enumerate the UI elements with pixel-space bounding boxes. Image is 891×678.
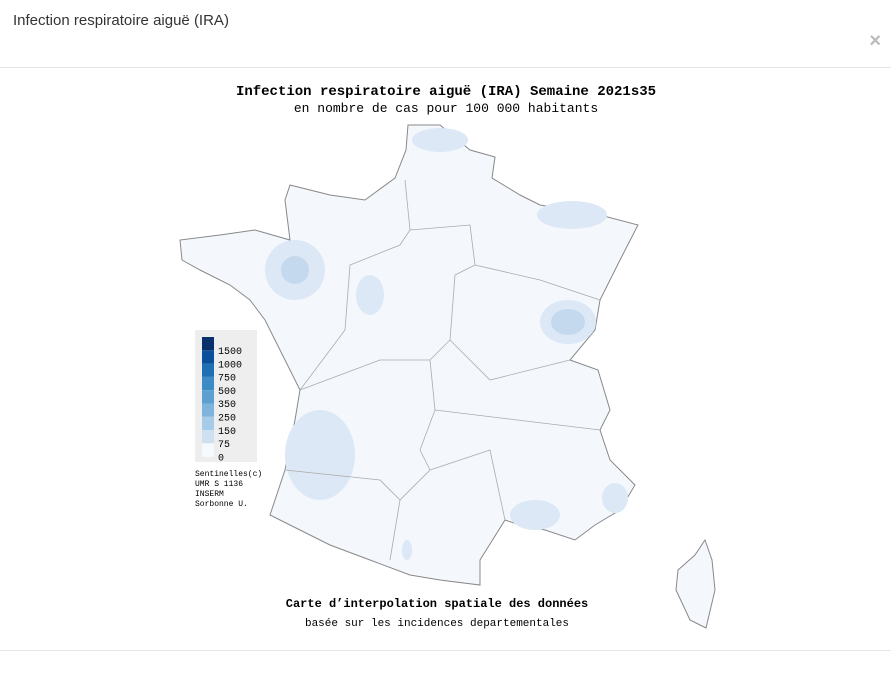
legend-swatch <box>202 390 214 404</box>
legend-label: 0 <box>218 453 224 464</box>
legend-swatch <box>202 337 214 351</box>
map-subtitle: en nombre de cas pour 100 000 habitants <box>294 101 598 116</box>
legend-swatch <box>202 443 214 457</box>
divider <box>0 67 891 68</box>
legend-label: 1000 <box>218 360 242 371</box>
map-title: Infection respiratoire aiguë (IRA) Semai… <box>236 84 656 100</box>
legend-swatch <box>202 403 214 417</box>
legend-label: 350 <box>218 400 236 411</box>
legend-swatch <box>202 416 214 431</box>
legend-swatch <box>202 430 214 444</box>
legend-swatch <box>202 363 214 377</box>
caption: Carte d’interpolation spatiale des donné… <box>286 597 588 611</box>
caption-sub: basée sur les incidences departementales <box>305 618 569 630</box>
legend-label: 500 <box>218 387 236 398</box>
legend-label: 250 <box>218 414 236 425</box>
legend-swatch <box>202 350 214 364</box>
legend-label: 750 <box>218 374 236 385</box>
credit-line: UMR S 1136 <box>195 480 243 489</box>
legend-label: 1500 <box>218 347 242 358</box>
divider <box>0 650 891 651</box>
modal-title: Infection respiratoire aiguë (IRA) <box>13 12 229 29</box>
close-button[interactable]: × <box>869 30 881 52</box>
credit-line: Sentinelles(c) <box>195 470 262 479</box>
credit-line: INSERM <box>195 490 224 499</box>
legend-label: 150 <box>218 427 236 438</box>
legend-swatch <box>202 376 214 391</box>
france <box>179 124 716 629</box>
legend-label: 75 <box>218 440 230 451</box>
credit-line: Sorbonne U. <box>195 500 248 509</box>
